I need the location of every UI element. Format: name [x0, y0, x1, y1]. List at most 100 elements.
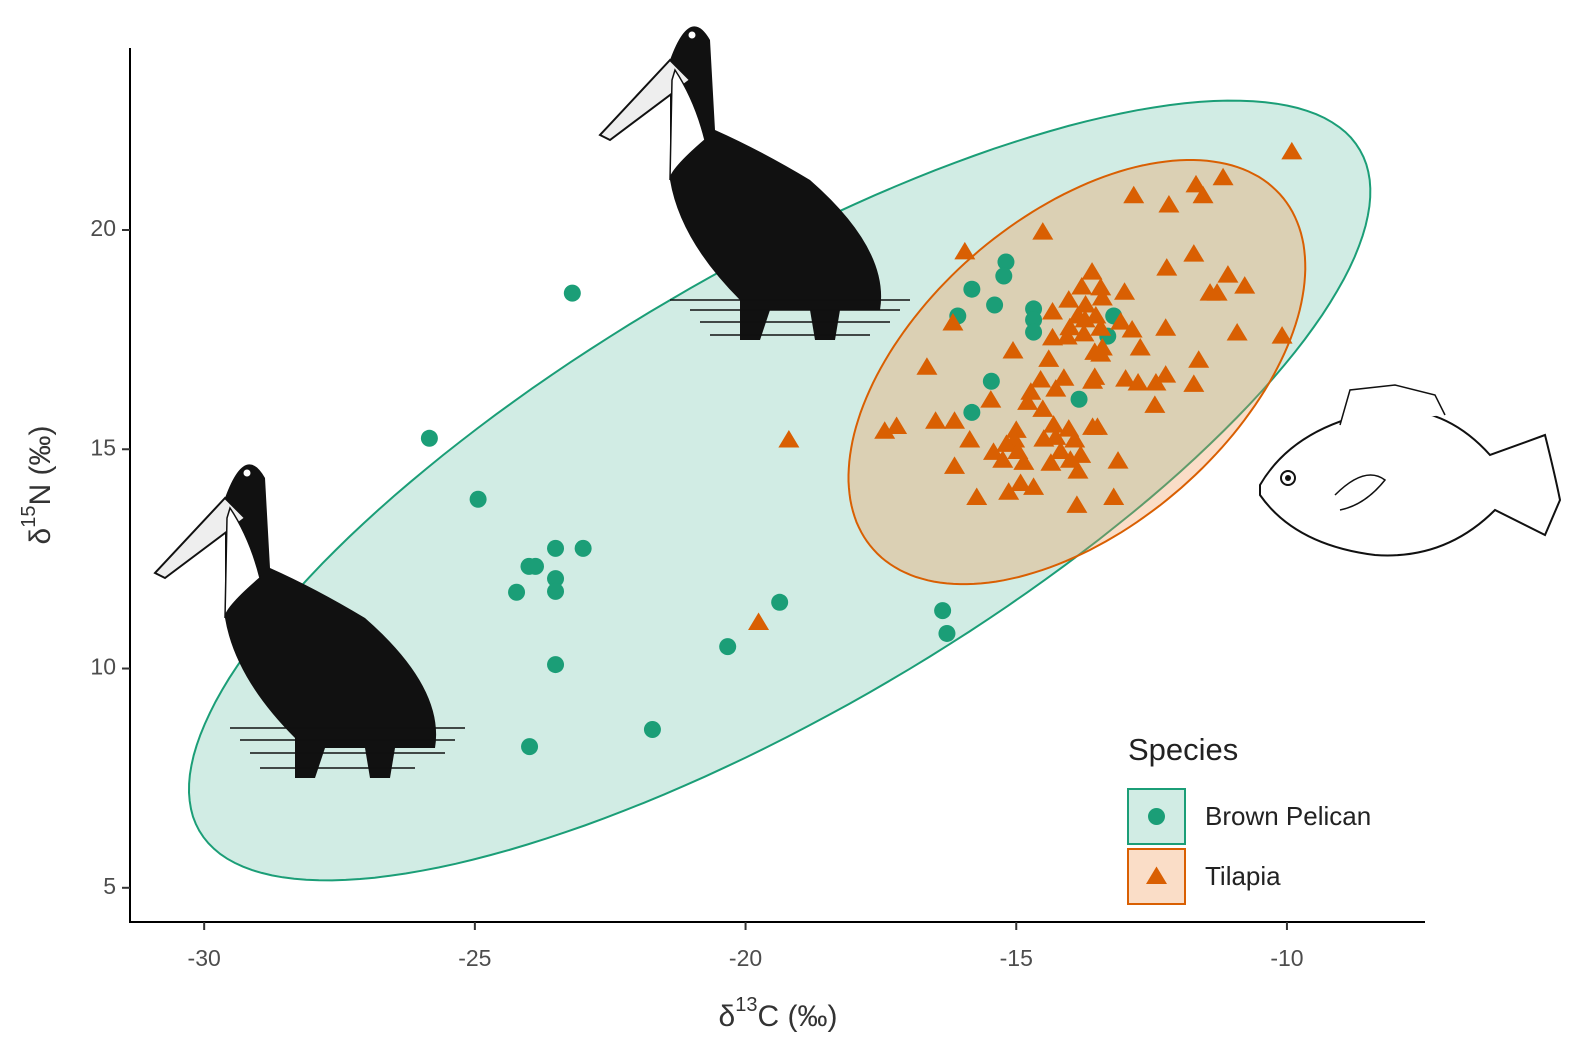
ellipse — [847, 159, 1307, 586]
point — [719, 638, 737, 656]
point — [986, 296, 1004, 314]
point — [995, 267, 1013, 285]
x-tick-label: -10 — [1270, 945, 1303, 971]
ellipse — [187, 99, 1372, 882]
point — [1107, 451, 1129, 469]
point — [1013, 452, 1035, 470]
point — [942, 312, 964, 331]
point — [1156, 258, 1178, 276]
point — [1183, 244, 1205, 262]
x-tick-label: -25 — [458, 945, 491, 971]
point — [521, 738, 539, 756]
point — [1183, 374, 1205, 392]
point — [1155, 365, 1177, 383]
legend-title: Species — [1128, 732, 1238, 767]
point — [1090, 277, 1112, 296]
point — [992, 450, 1014, 468]
point — [643, 720, 661, 738]
point — [1103, 487, 1125, 505]
point — [1017, 392, 1039, 410]
point — [748, 612, 770, 630]
point — [1025, 323, 1043, 341]
point — [1185, 174, 1207, 193]
y-axis-title-main: N (‰) — [24, 426, 57, 506]
point — [1005, 420, 1027, 438]
point — [1155, 318, 1177, 336]
point — [1020, 382, 1042, 400]
point — [1071, 277, 1093, 295]
point — [1045, 379, 1067, 397]
legend-key — [1127, 848, 1186, 905]
point — [1025, 311, 1043, 329]
point — [1045, 427, 1067, 445]
point — [1123, 185, 1145, 204]
point — [547, 570, 565, 588]
point — [1064, 430, 1086, 448]
fish-illustration — [1259, 384, 1562, 557]
point — [954, 241, 976, 260]
legend-marker — [1146, 866, 1167, 884]
legend-label: Tilapia — [1205, 861, 1281, 891]
point — [1059, 450, 1081, 468]
y-axis-title-sup: 15 — [18, 506, 40, 528]
point — [1032, 222, 1054, 240]
point — [1121, 319, 1143, 338]
point — [1091, 287, 1113, 306]
point — [966, 487, 988, 505]
x-axis-title-main: C (‰) — [757, 1000, 837, 1033]
y-tick-label: 10 — [90, 654, 116, 680]
x-tick-label: -30 — [188, 945, 221, 971]
point — [963, 403, 981, 421]
pelican-illustration — [598, 26, 910, 341]
point — [771, 593, 789, 611]
point — [925, 411, 947, 429]
point — [1053, 368, 1075, 386]
point — [469, 490, 487, 508]
point — [996, 434, 1018, 452]
point — [1226, 323, 1248, 341]
point — [886, 416, 908, 434]
point — [1038, 349, 1060, 367]
legend-marker — [1148, 808, 1165, 825]
point — [1030, 369, 1052, 388]
point — [874, 421, 896, 439]
point — [1066, 495, 1088, 513]
point — [1059, 317, 1081, 336]
point — [916, 357, 938, 375]
point — [944, 456, 966, 474]
y-tick-label: 5 — [103, 873, 116, 899]
point — [547, 539, 565, 557]
point — [1050, 441, 1072, 459]
y-axis-title-prefix: δ — [24, 528, 57, 545]
ellipses — [187, 99, 1372, 882]
point — [1075, 294, 1097, 313]
x-axis-title: δ13C (‰) — [719, 994, 838, 1033]
point — [547, 656, 565, 674]
point — [1234, 276, 1256, 294]
point — [778, 430, 800, 448]
point — [983, 442, 1005, 460]
point — [526, 557, 544, 575]
point — [1042, 327, 1064, 346]
point — [1145, 373, 1167, 391]
point — [1192, 185, 1214, 204]
point — [1002, 341, 1024, 359]
point — [574, 539, 592, 557]
point — [938, 624, 956, 642]
point — [1056, 326, 1078, 345]
point — [982, 372, 1000, 390]
point — [1070, 390, 1088, 408]
x-axis-title-sup: 13 — [735, 994, 757, 1016]
point — [1073, 323, 1095, 342]
point — [1127, 373, 1149, 391]
x-tick-label: -15 — [1000, 945, 1033, 971]
point — [1081, 262, 1103, 280]
point — [1217, 265, 1239, 283]
point — [1086, 417, 1108, 435]
point — [1090, 344, 1112, 362]
x-tick-label: -20 — [729, 945, 762, 971]
point — [1010, 473, 1032, 491]
point — [1129, 337, 1151, 356]
point — [1043, 415, 1065, 433]
